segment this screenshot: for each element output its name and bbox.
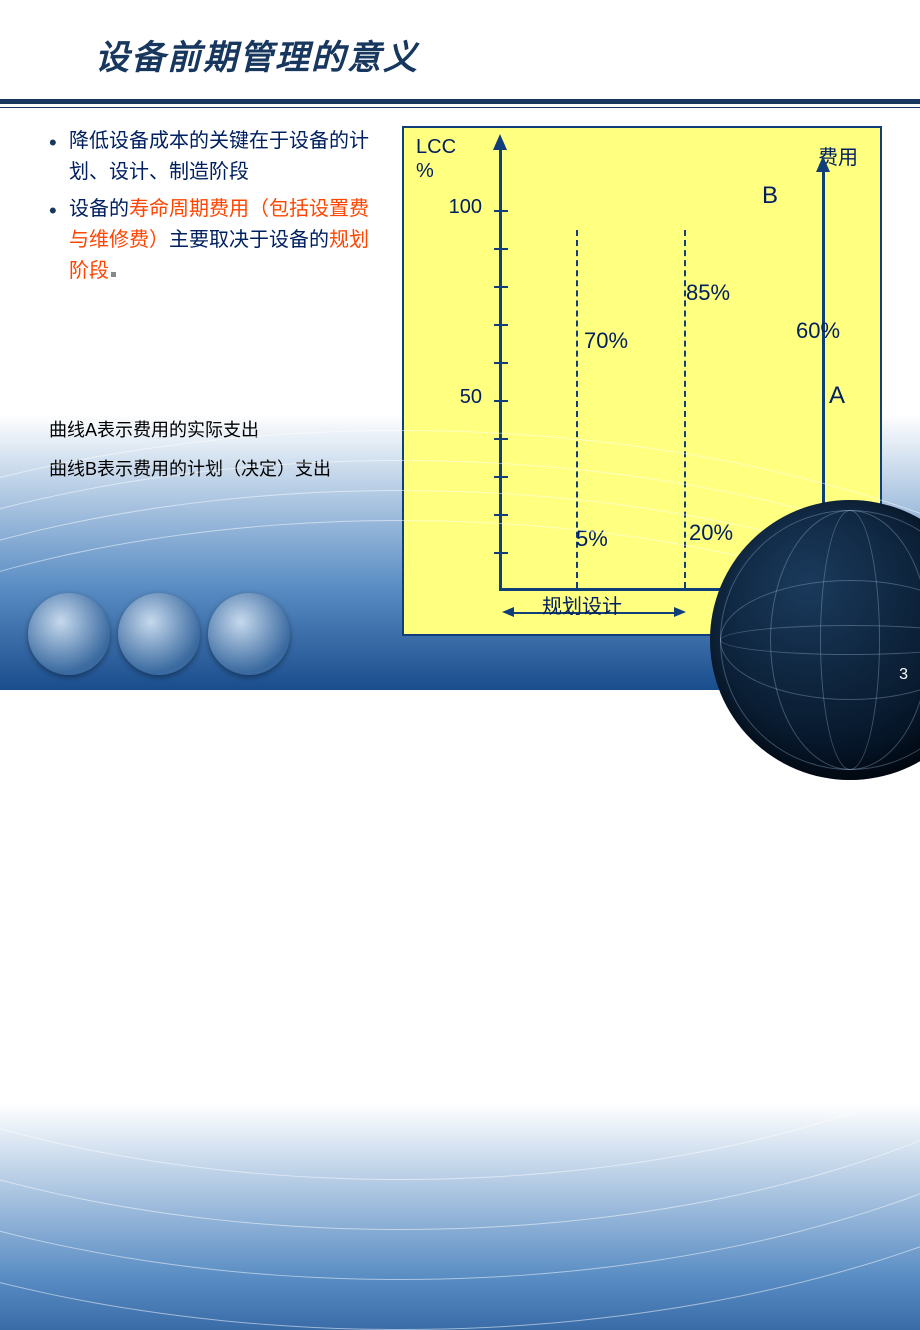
label-a: A — [829, 382, 845, 410]
label-b: B — [762, 182, 778, 210]
bullet-2-pre: 设备的 — [69, 198, 129, 220]
y-tick — [494, 400, 508, 402]
label-70pct: 70% — [584, 328, 628, 354]
bullet-2-mid: 主要取决于设备的 — [169, 229, 329, 251]
title-rule — [0, 99, 920, 104]
label-20pct: 20% — [689, 520, 733, 546]
footer-image-1 — [28, 593, 110, 675]
note-b: 曲线B表示费用的计划（决定）支出 — [49, 456, 385, 483]
bullet-2: 设备的寿命周期费用（包括设置费与维修费）主要取决于设备的规划阶段 — [45, 194, 385, 287]
y-tick-100: 100 — [442, 196, 482, 219]
phase-label: 规划设计 — [542, 590, 622, 619]
page-number: 3 — [899, 666, 908, 684]
footer-image-2 — [118, 593, 200, 675]
y-axis-label-1: LCC — [416, 136, 456, 159]
phase-arrow-right — [674, 607, 686, 617]
y-tick — [494, 438, 508, 440]
note-a: 曲线A表示费用的实际支出 — [49, 417, 385, 444]
cursor-marker — [111, 272, 116, 277]
y-tick — [494, 324, 508, 326]
bullet-1-text: 降低设备成本的关键在于设备的计划、设计、制造阶段 — [69, 130, 369, 183]
label-85pct: 85% — [686, 280, 730, 306]
page-title: 设备前期管理的意义 — [95, 30, 920, 79]
footer-image-3 — [208, 593, 290, 675]
label-5pct: 5% — [576, 526, 608, 552]
y-tick — [494, 552, 508, 554]
y-tick — [494, 210, 508, 212]
y-axis-arrow — [493, 134, 507, 150]
y-tick — [494, 286, 508, 288]
y-tick — [494, 514, 508, 516]
y-axis — [499, 148, 502, 590]
bullet-1: 降低设备成本的关键在于设备的计划、设计、制造阶段 — [45, 126, 385, 188]
label-60pct: 60% — [796, 318, 840, 344]
y-axis-label-2: % — [416, 160, 434, 183]
right-axis-arrow — [816, 156, 830, 172]
phase-arrow-left — [502, 607, 514, 617]
y-tick-50: 50 — [442, 386, 482, 409]
y-tick — [494, 248, 508, 250]
bullet-list: 降低设备成本的关键在于设备的计划、设计、制造阶段 设备的寿命周期费用（包括设置费… — [45, 126, 385, 287]
y-tick — [494, 476, 508, 478]
y-tick — [494, 362, 508, 364]
